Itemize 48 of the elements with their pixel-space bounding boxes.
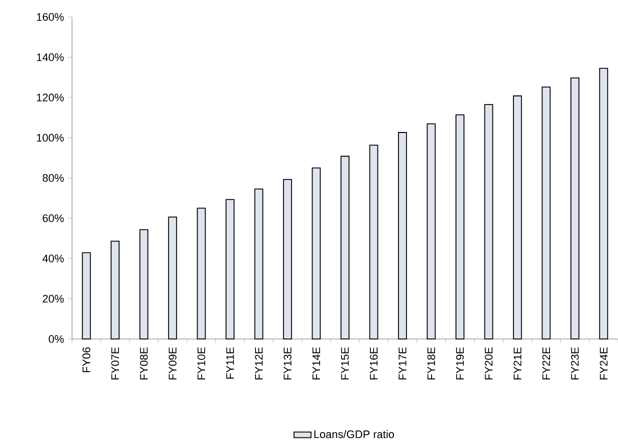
x-tick-label: FY11E [226,347,234,379]
x-tick-label: FY18E [427,347,436,380]
y-tick-label: 20% [42,294,64,303]
y-tick-label: 80% [42,174,64,182]
bar [340,156,350,340]
bar [196,208,206,340]
bar [283,178,292,340]
x-tick-label: FY13E [284,347,292,380]
x-tick-label: FY15E [341,347,349,380]
x-tick-label: FY24E [600,347,608,380]
bar [312,167,321,340]
y-tick-label: 60% [42,214,64,222]
y-tick-label: 100% [36,134,64,142]
x-tick-label: FY10E [197,347,206,380]
x-tick-label: FY16E [370,347,378,380]
x-tick-label: FY23E [571,347,579,380]
bar [599,68,608,340]
bar [82,252,91,340]
x-tick-label: FY21E [514,347,522,380]
bar [168,216,178,340]
y-tick-label: 120% [36,94,64,102]
bar [512,95,522,340]
x-tick-label: FY20E [484,347,493,380]
x-tick-label: FY14E [312,347,320,380]
bar [369,144,378,340]
bar [542,86,551,340]
bar [110,240,120,340]
x-tick-label: FY17E [398,347,406,380]
bar [426,123,436,340]
bar [254,188,264,340]
y-tick-label: 140% [36,53,64,62]
y-tick-label: 0% [48,335,64,343]
bar [226,199,235,340]
x-tick-label: FY19E [456,347,464,380]
y-tick-label: 40% [42,254,64,262]
x-tick-label: FY06 [82,347,90,372]
bar [570,78,580,340]
bar [456,114,464,340]
x-tick-label: FY09E [168,347,176,380]
y-tick-label: 160% [36,13,64,21]
legend-label: Loans/GDP ratio [314,430,394,438]
bar [139,229,148,340]
x-tick-label: FY07E [111,347,119,380]
x-tick-label: FY22E [542,347,550,380]
x-tick-label: FY08E [140,347,148,380]
bar [484,104,494,340]
x-tick-label: FY12E [254,347,263,380]
bar [398,132,407,340]
